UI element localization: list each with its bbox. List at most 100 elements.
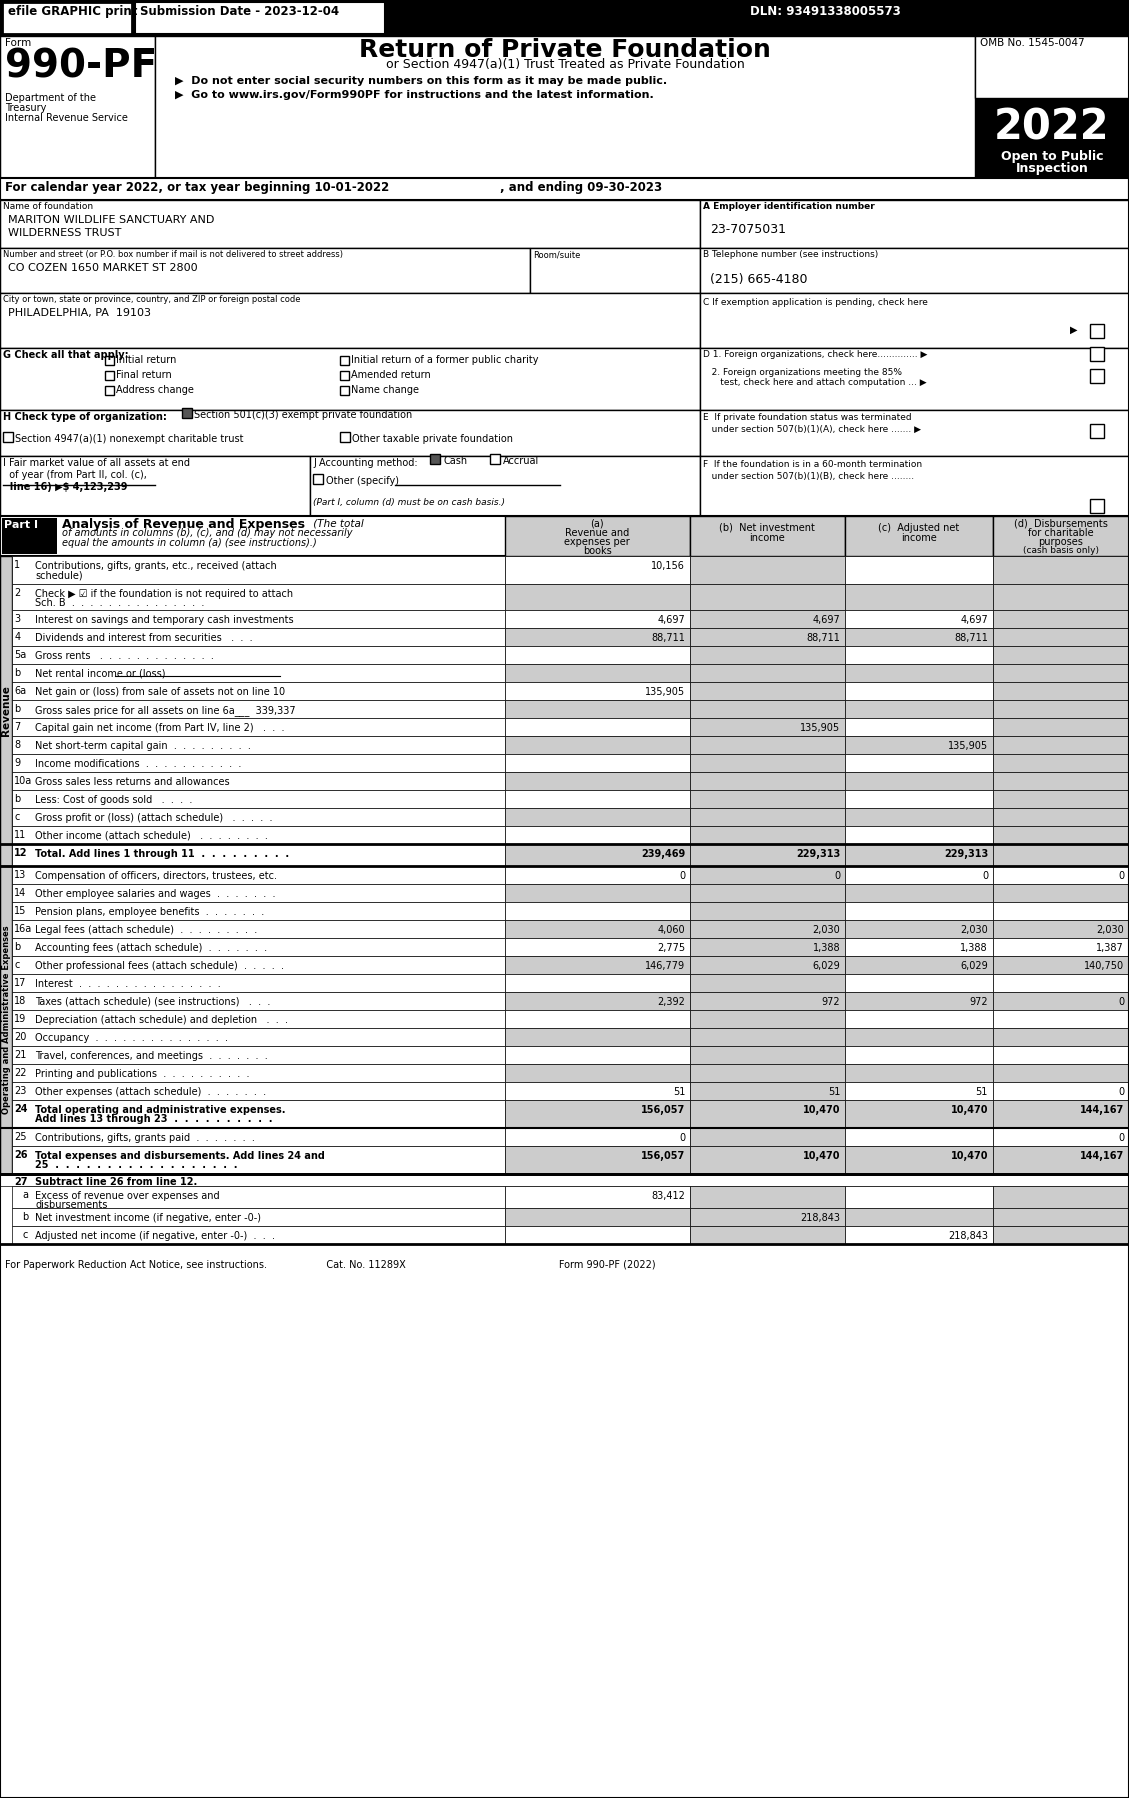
Text: Operating and Administrative Expenses: Operating and Administrative Expenses	[2, 926, 11, 1115]
Bar	[690, 735, 846, 753]
Bar	[994, 807, 1129, 825]
Bar	[505, 957, 690, 975]
Text: J Accounting method:: J Accounting method:	[313, 458, 418, 467]
Text: b: b	[15, 705, 20, 714]
Bar	[846, 645, 994, 663]
Text: expenses per: expenses per	[564, 538, 630, 547]
Bar	[12, 921, 505, 939]
Bar	[690, 885, 846, 903]
Text: 2022: 2022	[995, 106, 1110, 147]
Text: 0: 0	[1118, 870, 1124, 881]
Text: line 16) ▶$ 4,123,239: line 16) ▶$ 4,123,239	[3, 482, 128, 493]
Bar	[846, 1226, 994, 1244]
Bar	[12, 753, 505, 771]
Text: WILDERNESS TRUST: WILDERNESS TRUST	[8, 228, 122, 237]
Text: income: income	[750, 532, 785, 543]
Text: ▶: ▶	[1070, 325, 1077, 334]
Text: Room/suite: Room/suite	[533, 250, 580, 259]
Bar	[994, 735, 1129, 753]
Text: 17: 17	[15, 978, 27, 987]
Bar	[994, 992, 1129, 1010]
Bar	[690, 628, 846, 645]
Text: Amended return: Amended return	[351, 370, 431, 379]
Text: 140,750: 140,750	[1084, 960, 1124, 971]
Text: Part I: Part I	[5, 520, 38, 530]
Text: books: books	[583, 547, 612, 556]
Text: (c)  Adjusted net: (c) Adjusted net	[878, 523, 960, 532]
Text: schedule): schedule)	[35, 570, 82, 581]
Text: C If exemption application is pending, check here: C If exemption application is pending, c…	[703, 298, 928, 307]
Text: 156,057: 156,057	[641, 1106, 685, 1115]
Text: 239,469: 239,469	[641, 849, 685, 859]
Text: 19: 19	[15, 1014, 27, 1025]
Bar	[846, 1064, 994, 1082]
Bar	[0, 0, 1129, 36]
Text: F  If the foundation is in a 60-month termination: F If the foundation is in a 60-month ter…	[703, 460, 922, 469]
Bar	[156, 36, 975, 178]
Text: Department of the: Department of the	[6, 93, 96, 102]
Bar	[846, 735, 994, 753]
Bar	[531, 248, 700, 293]
Bar	[12, 867, 505, 885]
Text: test, check here and attach computation ... ▶: test, check here and attach computation …	[703, 378, 927, 387]
Text: (a): (a)	[590, 520, 604, 529]
Text: Submission Date - 2023-12-04: Submission Date - 2023-12-04	[140, 5, 340, 18]
Bar	[505, 843, 690, 867]
Text: (215) 665-4180: (215) 665-4180	[710, 273, 807, 286]
Bar	[1089, 500, 1104, 512]
Bar	[700, 200, 1129, 248]
Text: 144,167: 144,167	[1079, 1106, 1124, 1115]
Bar	[846, 957, 994, 975]
Text: Revenue and: Revenue and	[564, 529, 629, 538]
Text: Section 4947(a)(1) nonexempt charitable trust: Section 4947(a)(1) nonexempt charitable …	[16, 433, 244, 444]
Bar	[505, 584, 690, 610]
Bar	[690, 1082, 846, 1100]
Text: 9: 9	[15, 759, 20, 768]
Text: E  If private foundation status was terminated: E If private foundation status was termi…	[703, 414, 912, 423]
Text: 218,843: 218,843	[948, 1232, 988, 1241]
Text: Internal Revenue Service: Internal Revenue Service	[6, 113, 129, 122]
Bar	[690, 1127, 846, 1145]
Bar	[12, 1100, 505, 1127]
Bar	[994, 1028, 1129, 1046]
Bar	[994, 1010, 1129, 1028]
Text: For calendar year 2022, or tax year beginning 10-01-2022: For calendar year 2022, or tax year begi…	[6, 182, 390, 194]
Bar	[505, 1100, 690, 1127]
Text: 22: 22	[15, 1068, 27, 1079]
Bar	[690, 699, 846, 717]
Bar	[505, 516, 690, 556]
Bar	[690, 753, 846, 771]
Text: 0: 0	[834, 870, 840, 881]
Bar	[12, 885, 505, 903]
Text: of amounts in columns (b), (c), and (d) may not necessarily: of amounts in columns (b), (c), and (d) …	[62, 529, 353, 538]
Bar	[846, 681, 994, 699]
Bar	[1089, 424, 1104, 439]
Text: (b)  Net investment: (b) Net investment	[719, 523, 815, 532]
Bar	[12, 628, 505, 645]
Text: 2,030: 2,030	[813, 924, 840, 935]
Text: 1,388: 1,388	[961, 942, 988, 953]
Text: 6a: 6a	[15, 687, 26, 696]
Bar	[994, 753, 1129, 771]
Bar	[700, 349, 1129, 410]
Bar	[690, 1187, 846, 1208]
Bar	[846, 556, 994, 584]
Bar	[505, 735, 690, 753]
Bar	[994, 939, 1129, 957]
Text: Cash: Cash	[444, 457, 467, 466]
Text: 135,905: 135,905	[645, 687, 685, 698]
Bar	[505, 1028, 690, 1046]
Bar	[846, 584, 994, 610]
Bar	[846, 867, 994, 885]
Text: Other income (attach schedule)   .  .  .  .  .  .  .  .: Other income (attach schedule) . . . . .…	[35, 831, 269, 841]
Text: Travel, conferences, and meetings  .  .  .  .  .  .  .: Travel, conferences, and meetings . . . …	[35, 1052, 268, 1061]
Bar	[12, 1082, 505, 1100]
Text: Other (specify): Other (specify)	[326, 476, 400, 485]
Bar	[994, 645, 1129, 663]
Bar	[690, 807, 846, 825]
Text: Add lines 13 through 23  .  .  .  .  .  .  .  .  .  .: Add lines 13 through 23 . . . . . . . . …	[35, 1115, 273, 1124]
Bar	[994, 1082, 1129, 1100]
Text: under section 507(b)(1)(A), check here ....... ▶: under section 507(b)(1)(A), check here .…	[703, 424, 921, 433]
Text: 135,905: 135,905	[948, 741, 988, 752]
Bar	[490, 455, 500, 464]
